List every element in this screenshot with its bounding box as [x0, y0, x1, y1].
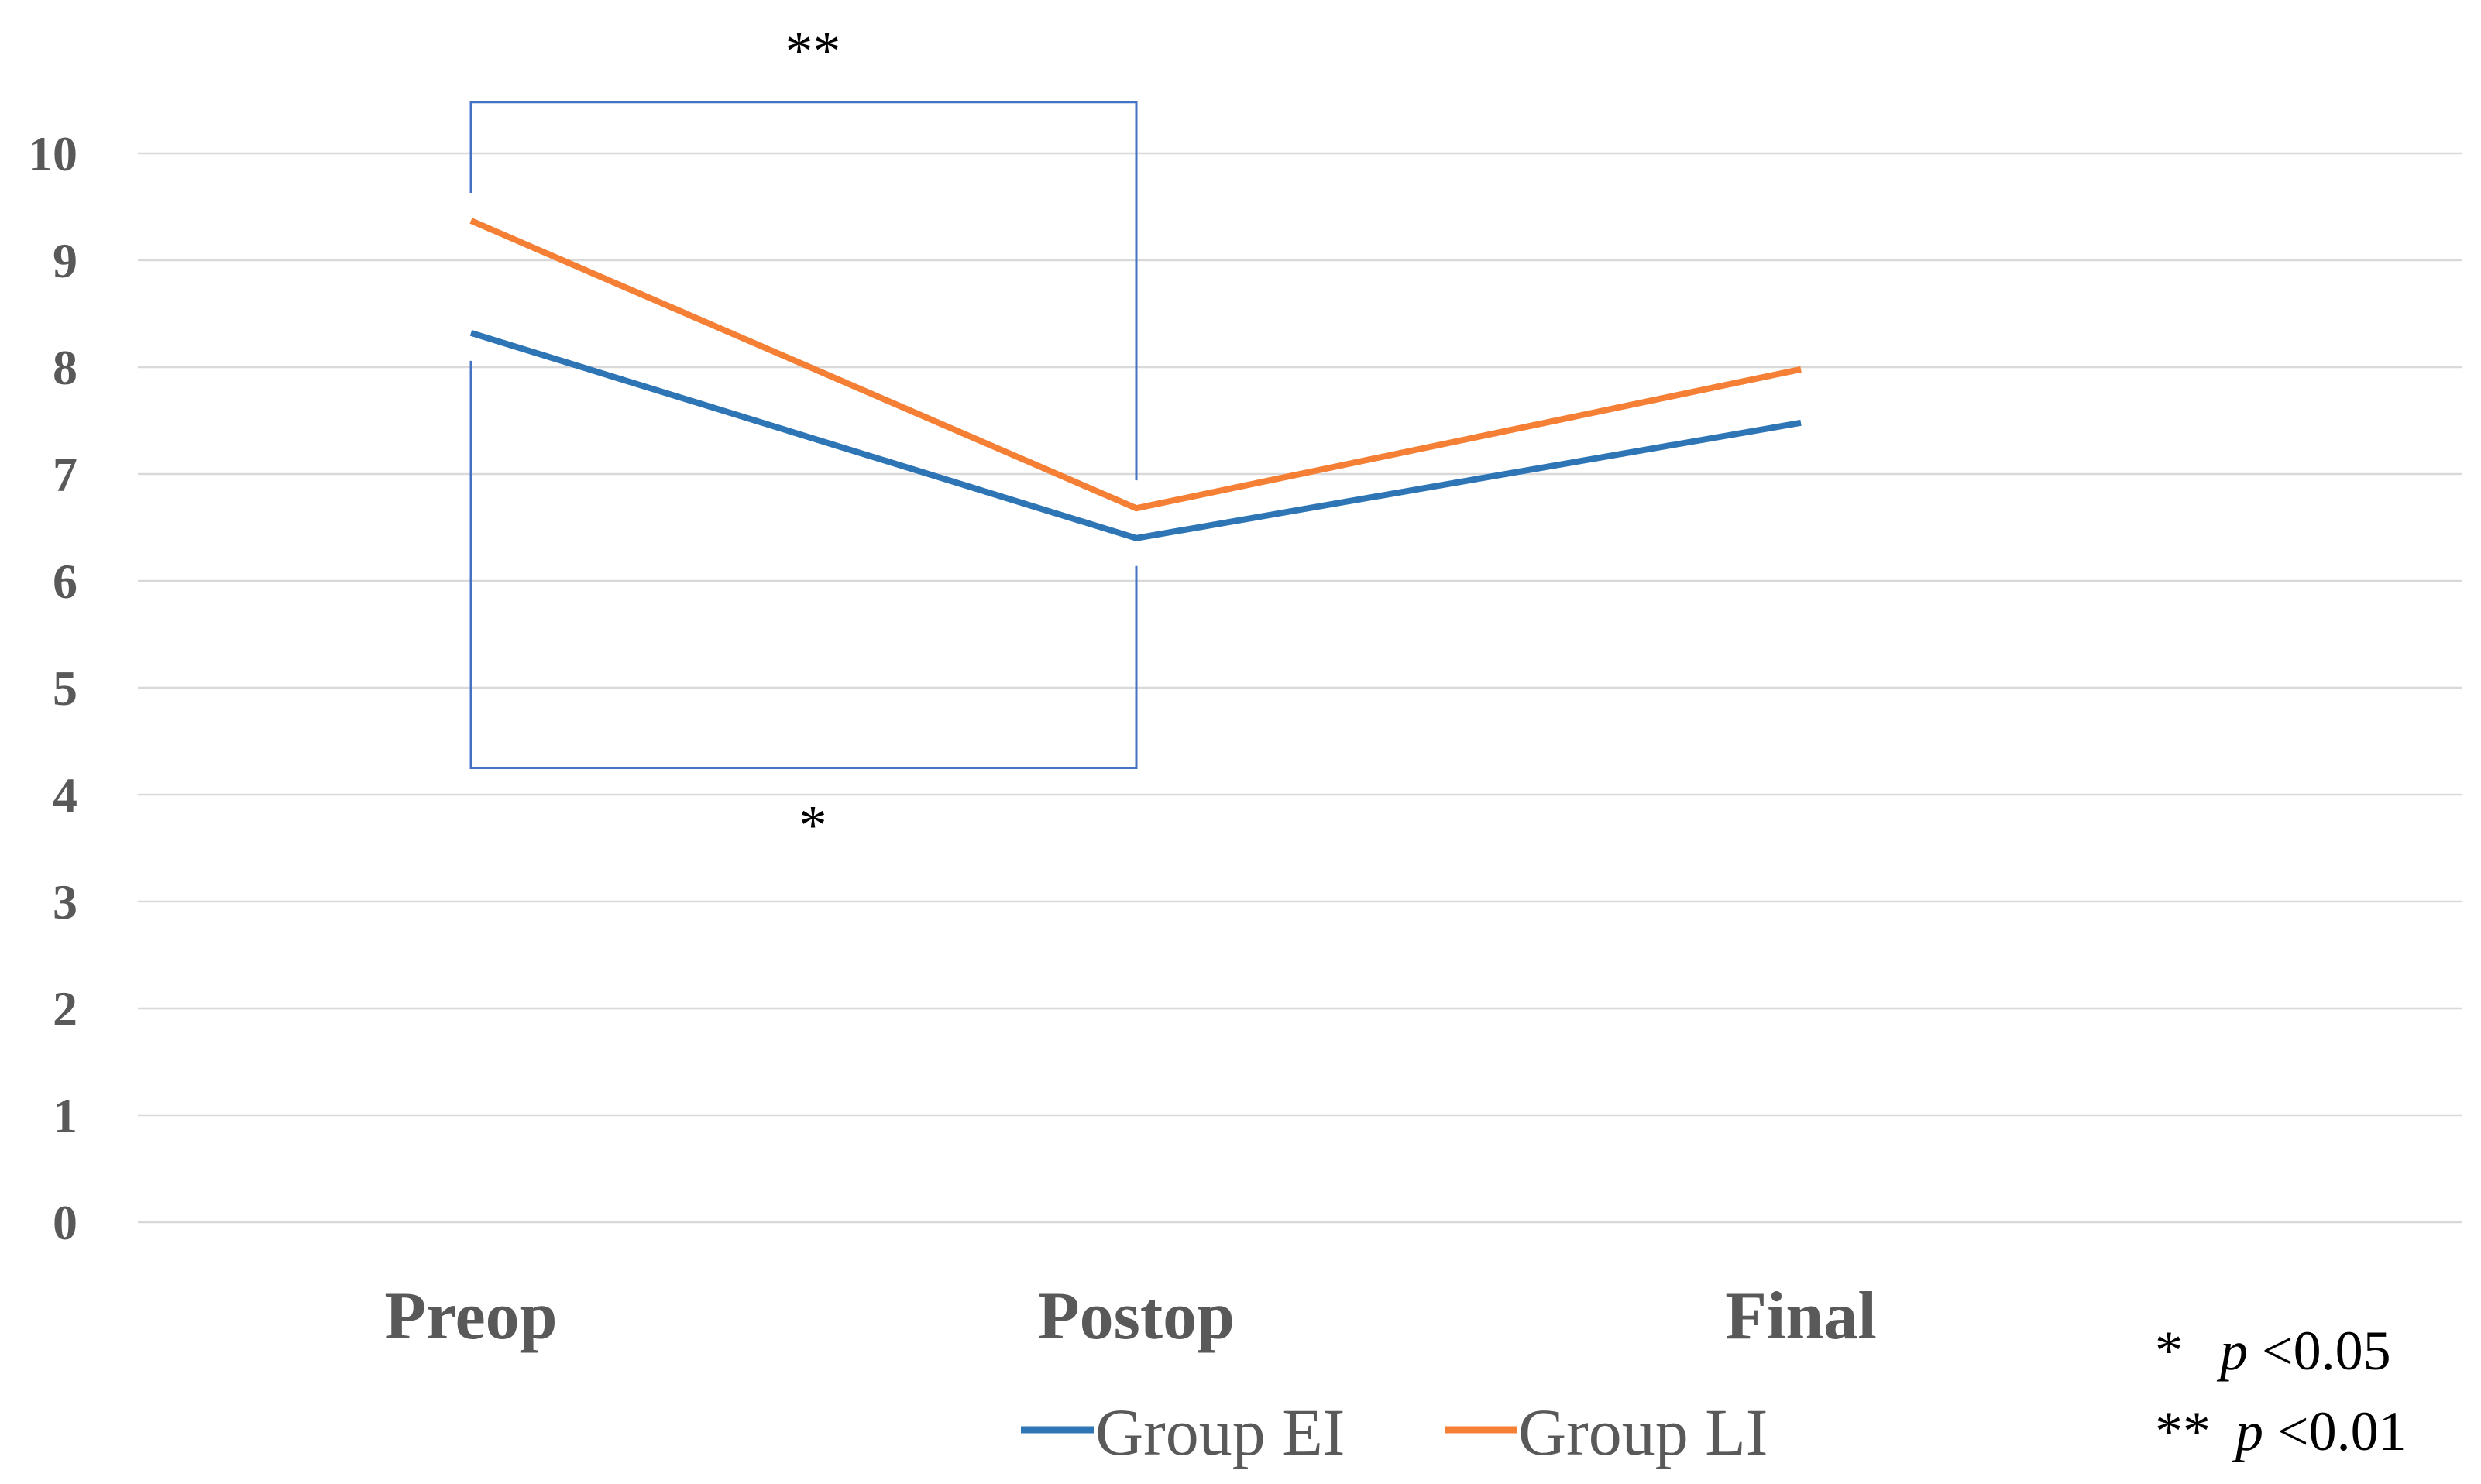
significance-mark-group-li: ** [785, 20, 841, 82]
y-tick-label-5: 5 [53, 661, 77, 716]
significance-notes: * p <0.05 ** p <0.01 [2155, 1320, 2407, 1462]
x-axis-ticks: Preop Postop Final [384, 1279, 1876, 1354]
y-tick-label-1: 1 [53, 1088, 77, 1143]
x-tick-label-preop: Preop [384, 1279, 557, 1354]
significance-bracket-group-li [469, 101, 1138, 481]
y-tick-label-3: 3 [53, 874, 77, 929]
note-p005-threshold: <0.05 [2262, 1320, 2391, 1382]
note-p001-symbol: p [2232, 1400, 2263, 1462]
note-p001-mark: ** [2155, 1400, 2211, 1462]
series-line-group-ei [469, 329, 1802, 541]
y-tick-label-10: 10 [28, 126, 77, 181]
y-tick-label-9: 9 [53, 233, 77, 288]
y-tick-label-6: 6 [53, 554, 77, 609]
note-p001-threshold: <0.01 [2277, 1400, 2407, 1462]
series-line-group-li [469, 218, 1802, 512]
x-tick-label-postop: Postop [1038, 1279, 1235, 1354]
significance-brackets: *** [469, 20, 1138, 857]
y-tick-label-7: 7 [53, 447, 77, 502]
y-tick-label-2: 2 [53, 981, 77, 1036]
y-axis-ticks: 0 1 2 3 4 5 6 7 8 9 10 [28, 126, 77, 1250]
gridlines [138, 152, 2462, 1224]
note-p005-symbol: p [2216, 1320, 2248, 1382]
significance-mark-group-ei: * [799, 795, 827, 857]
series-lines [469, 218, 1802, 541]
legend: Group EI Group LI [1021, 1395, 1768, 1469]
y-tick-label-0: 0 [53, 1195, 77, 1250]
y-tick-label-8: 8 [53, 340, 77, 395]
legend-label-group-ei: Group EI [1095, 1395, 1345, 1469]
note-p005: * p <0.05 [2155, 1320, 2391, 1382]
note-p005-mark: * [2155, 1320, 2183, 1382]
legend-label-group-li: Group LI [1518, 1395, 1768, 1469]
note-p001: ** p <0.01 [2155, 1400, 2407, 1462]
x-tick-label-final: Final [1725, 1279, 1877, 1354]
y-tick-label-4: 4 [53, 768, 77, 823]
significance-bracket-group-ei [469, 360, 1138, 769]
